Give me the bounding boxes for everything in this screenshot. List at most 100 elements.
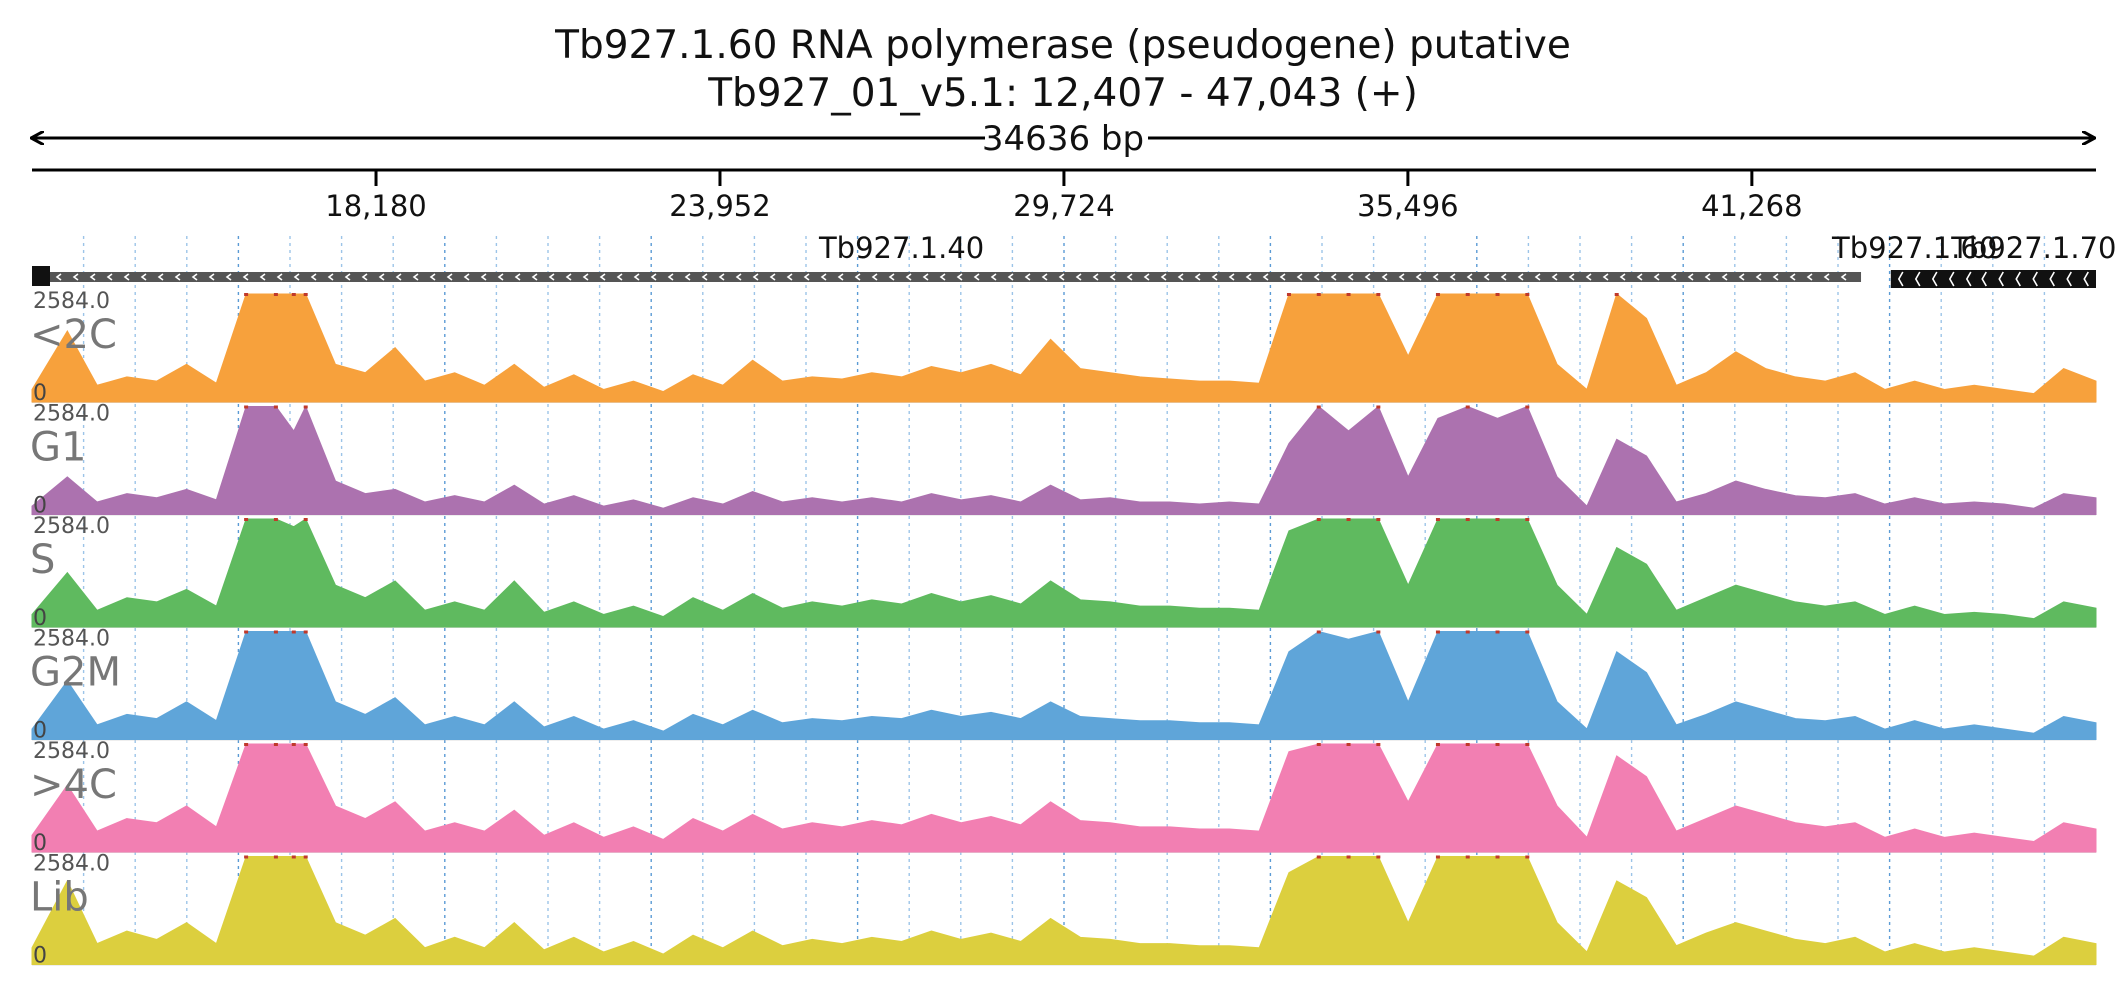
gene-label[interactable]: Tb927.1.40 [818,231,984,265]
strand-chevron [1194,273,1201,281]
saturation-marker [1316,518,1321,521]
gene-start-block [32,266,50,286]
strand-chevron [905,273,912,281]
strand-chevron [412,273,419,281]
coverage-track: 2584.0 0 G2M [30,627,2097,744]
strand-chevron [667,273,674,281]
gene-model[interactable] [1974,270,2096,288]
strand-chevron [1126,273,1133,281]
strand-chevron [1636,273,1643,281]
x-tick-label: 23,952 [669,189,770,223]
strand-chevron [1466,273,1473,281]
track-min-label: 0 [33,831,47,856]
strand-chevron [939,273,946,281]
strand-chevron [1551,273,1558,281]
strand-chevron [1568,273,1575,281]
saturation-marker [303,630,308,634]
coverage-area [31,856,2097,965]
strand-chevron [1449,273,1456,281]
saturation-marker [244,630,249,634]
strand-chevron [191,273,198,281]
saturation-marker [1376,855,1381,859]
strand-chevron [973,273,980,281]
x-tick-label: 35,496 [1357,189,1458,223]
gene-model[interactable] [32,272,1862,282]
strand-chevron [480,273,487,281]
saturation-marker [303,855,308,859]
strand-chevron [1517,273,1524,281]
saturation-marker [1465,293,1470,296]
strand-chevron [1981,271,1987,287]
strand-chevron [1687,273,1694,281]
strand-chevron [871,273,878,281]
strand-chevron [157,273,164,281]
saturation-marker [1316,743,1321,746]
strand-chevron [1772,273,1779,281]
strand-chevron [55,273,62,281]
saturation-marker [1495,630,1500,634]
strand-chevron [174,273,181,281]
strand-chevron [531,273,538,281]
track-min-label: 0 [33,381,47,406]
strand-chevron [1245,273,1252,281]
coordinate-axis: 18,180 23,952 29,724 35,496 41,268 [32,168,2096,223]
strand-chevron [1398,273,1405,281]
saturation-marker [1465,518,1470,521]
strand-chevron [1653,273,1660,281]
strand-chevron [1211,273,1218,281]
saturation-marker [291,855,296,859]
saturation-marker [1435,743,1440,746]
saturation-marker [1435,855,1440,859]
strand-chevron [276,273,283,281]
saturation-marker [1465,630,1470,634]
strand-chevron [514,273,521,281]
strand-chevron [123,273,130,281]
saturation-marker [1376,518,1381,521]
strand-chevron [1279,273,1286,281]
saturation-marker [303,518,308,521]
strand-chevron [361,273,368,281]
saturation-marker [1525,518,1530,521]
track-max-label: 2584.0 [33,739,110,764]
saturation-marker [1525,293,1530,296]
gene-label[interactable]: Tb927.1.70 [1950,231,2116,265]
coverage-area [31,743,2097,853]
saturation-marker [244,518,249,521]
strand-chevron [888,273,895,281]
saturation-marker [244,855,249,859]
track-min-label: 0 [33,606,47,631]
strand-chevron [820,273,827,281]
gene-label[interactable]: Tb927.1.60 [1831,231,1997,265]
strand-chevron [1109,273,1116,281]
saturation-marker [273,293,278,296]
strand-chevron [1998,271,2004,287]
track-name-label: G2M [30,650,121,696]
saturation-marker [1495,293,1500,296]
strand-chevron [344,273,351,281]
strand-chevron [990,273,997,281]
track-max-label: 2584.0 [33,289,110,314]
strand-chevron [1160,273,1167,281]
saturation-marker [1316,293,1321,296]
saturation-marker [291,630,296,634]
saturation-marker [273,518,278,521]
strand-chevron [2083,271,2089,287]
strand-chevron [1058,273,1065,281]
saturation-marker [1614,293,1619,296]
saturation-marker [1495,743,1500,746]
track-name-label: G1 [30,425,86,471]
span-label: 34636 bp [982,119,1144,159]
x-tick-label: 18,180 [325,189,426,223]
strand-chevron [837,273,844,281]
saturation-marker [1376,630,1381,634]
strand-chevron [1755,273,1762,281]
strand-chevron [1931,271,1938,287]
strand-chevron [1585,273,1592,281]
strand-chevron [1347,273,1354,281]
saturation-marker [303,743,308,746]
saturation-marker [273,405,278,409]
saturation-marker [1316,855,1321,859]
strand-chevron [1670,273,1677,281]
saturation-marker [1376,743,1381,746]
